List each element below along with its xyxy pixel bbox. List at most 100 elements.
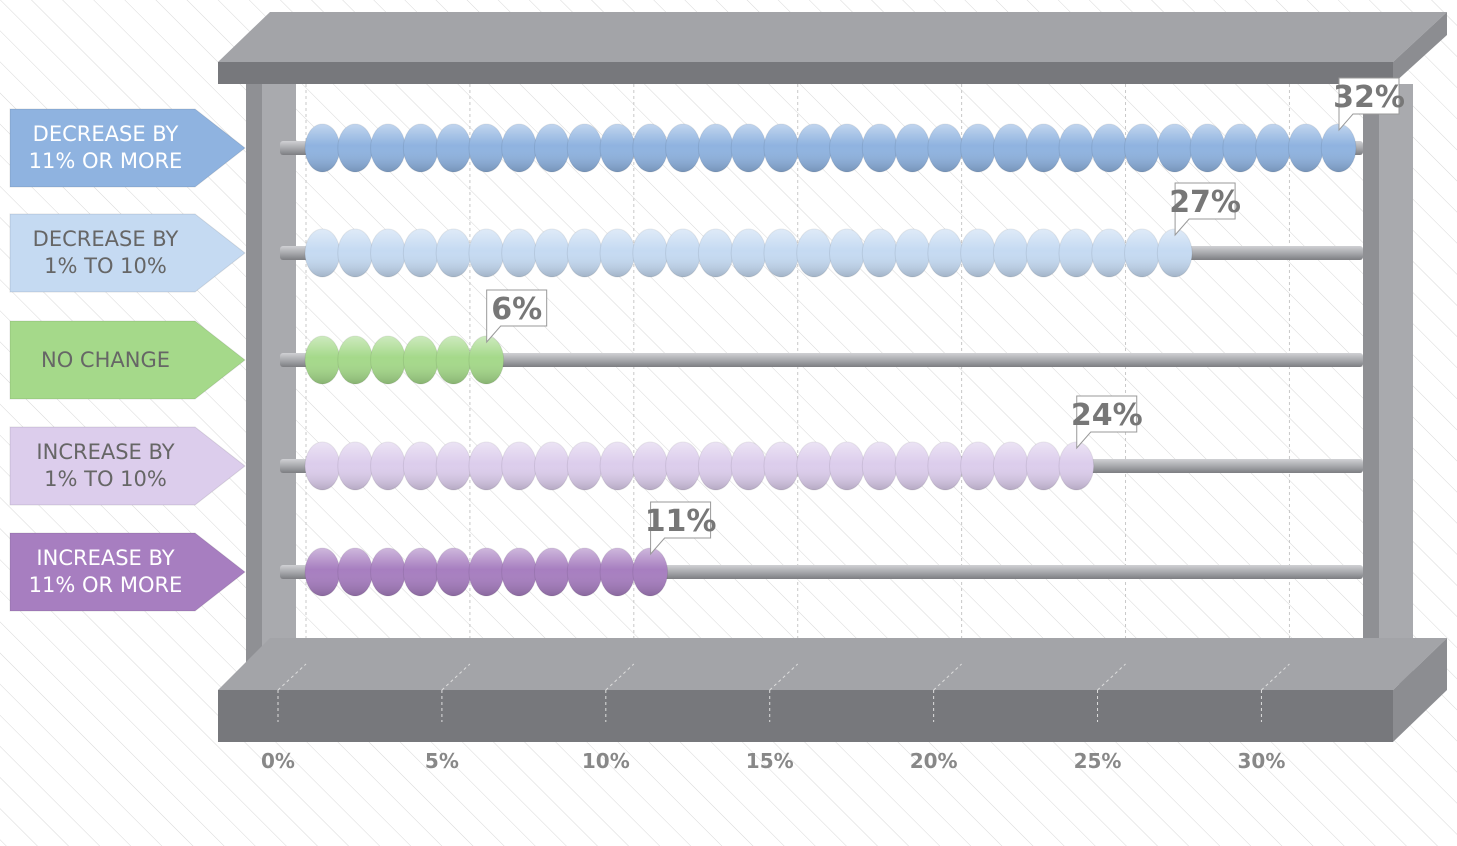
tick-mark [769,663,799,691]
bead-shine [403,548,439,596]
tick-mark [933,663,962,691]
value-label: 11% [645,504,717,539]
bead-shine [731,229,766,277]
bead-shine [1321,124,1356,172]
bead-shine [534,124,570,172]
bead-shine [927,442,963,490]
rod [280,353,1363,367]
bead-shine [960,229,996,277]
bead-shine [960,442,996,490]
bead-shine [436,336,471,384]
category-label: INCREASE BY 11% OR MORE [28,546,183,597]
bead-shine [1091,124,1127,172]
bead-shine [305,229,340,277]
abacus-post [1363,84,1379,638]
bead-shine [567,548,603,596]
bar [304,228,1193,278]
bead-shine [337,124,373,172]
value-label: 27% [1169,185,1241,220]
bead-shine [567,229,603,277]
bead-shine [534,548,570,596]
bead-shine [567,442,603,490]
bead-shine [763,442,799,490]
category-label: NO CHANGE [41,347,170,372]
bead-shine [1124,229,1160,277]
bar [304,335,505,385]
bead-shine [436,229,471,277]
tick-mark [1097,663,1126,691]
bead-shine [600,124,635,172]
bead-shine [468,229,504,277]
value-label-box [650,501,712,556]
value-label: 24% [1071,398,1143,433]
bead-shine [1091,229,1127,277]
bead-shine [993,442,1029,490]
bead-shine [403,442,439,490]
bead-shine [370,229,406,277]
value-label-box [1338,77,1400,132]
bar [304,547,669,597]
bead-shine [468,442,504,490]
bead-shine [370,548,406,596]
bead-shine [370,442,406,490]
bead-shine [337,336,373,384]
bead-shine [501,442,537,490]
bead-shine [436,442,471,490]
value-label: 32% [1333,80,1405,115]
category-label: DECREASE BY 1% TO 10% [32,227,179,278]
bead-shine [796,229,832,277]
x-tick-label: 5% [425,749,459,773]
bead-shine [763,229,799,277]
tick-mark [1261,663,1290,691]
bead-shine [895,124,930,172]
bead-shine [468,124,504,172]
bead-shine [501,229,537,277]
bead-shine [403,124,439,172]
bead-shine [927,124,963,172]
x-tick-label: 25% [1074,749,1122,773]
category-tag [9,108,246,188]
bead-shine [403,229,439,277]
bead-shine [1157,124,1193,172]
bead-shine [632,442,668,490]
bead-shine [468,548,504,596]
bead-shine [862,442,898,490]
bead-shine [763,124,799,172]
bead-shine [632,229,668,277]
bead-shine [1026,229,1061,277]
bead-shine [829,124,865,172]
x-tick-label: 10% [582,749,630,773]
bead-shine [829,229,865,277]
bead-shine [370,336,406,384]
bead-shine [468,336,504,384]
bead-shine [1222,124,1258,172]
bead-shine [665,124,701,172]
bead-shine [1026,124,1061,172]
bead-shine [1288,124,1324,172]
category-tag [9,320,246,400]
bead-shine [1058,124,1094,172]
category-tag [9,213,246,293]
bead-shine [993,124,1029,172]
bead-shine [731,124,766,172]
x-tick-label: 20% [910,749,958,773]
bead-shine [1157,229,1193,277]
tick-mark [605,663,635,691]
value-label-box [1076,395,1138,450]
bead-shine [337,442,373,490]
bead-shine [632,548,668,596]
bar [304,441,1095,491]
bead-shine [829,442,865,490]
bead-shine [305,442,340,490]
bead-shine [862,229,898,277]
bead-shine [993,229,1029,277]
bead-shine [665,442,701,490]
bead-shine [960,124,996,172]
bead-shine [1058,229,1094,277]
bead-shine [436,548,471,596]
x-tick-label: 0% [261,749,295,773]
bead-shine [1190,124,1225,172]
bead-shine [600,548,635,596]
